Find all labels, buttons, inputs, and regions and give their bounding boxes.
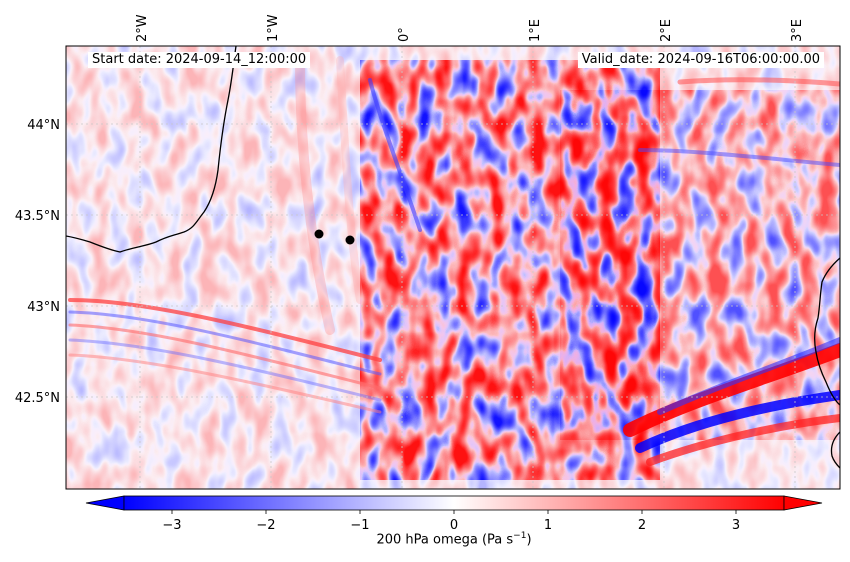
colorbar-tick-label: 1	[544, 518, 552, 533]
lat-axis-labels: 44°N 43.5°N 43°N 42.5°N	[15, 118, 60, 406]
colorbar-tick-label: −1	[350, 518, 369, 533]
valid-date-label: Valid_date: 2024-09-16T06:00:00.00	[577, 52, 824, 68]
lat-label: 43°N	[27, 300, 60, 315]
colorbar-ticks	[171, 510, 737, 514]
lon-label: 2°W	[135, 14, 150, 42]
map-panel	[66, 46, 840, 489]
colorbar: −3 −2 −1 0 1 2 3	[85, 495, 823, 533]
colorbar-tick-label: 2	[638, 518, 646, 533]
omega-convective-field-east	[560, 90, 840, 440]
lon-label: 2°E	[659, 19, 674, 42]
lon-label: 1°E	[528, 19, 543, 42]
lat-label: 44°N	[27, 118, 60, 133]
colorbar-label-text: 200 hPa omega (Pa s	[376, 532, 514, 548]
lon-label: 0°	[397, 27, 412, 42]
colorbar-tick-label: −2	[256, 518, 275, 533]
colorbar-tick-label: 3	[732, 518, 740, 533]
map-frame	[65, 45, 841, 490]
lon-axis-labels: 2°W 1°W 0° 1°E 2°E 3°E	[135, 14, 805, 42]
lon-label: 3°E	[790, 19, 805, 42]
colorbar-tick-label: 0	[450, 518, 458, 533]
start-date-label: Start date: 2024-09-14_12:00:00	[88, 52, 311, 68]
lat-label: 43.5°N	[15, 209, 60, 224]
colorbar-extend-high	[783, 495, 823, 511]
lat-label: 42.5°N	[15, 391, 60, 406]
omega-wave-bands	[68, 55, 840, 466]
coastline-east	[814, 257, 840, 469]
colorbar-label-close: )	[526, 532, 532, 548]
site-marker	[314, 229, 324, 239]
colorbar-extend-low	[85, 495, 125, 511]
colorbar-body	[123, 495, 785, 511]
coastline-west	[66, 46, 237, 253]
colorbar-label: 200 hPa omega (Pa s−1)	[0, 531, 850, 547]
site-marker	[345, 235, 355, 245]
colorbar-tick-label: −3	[162, 518, 181, 533]
colorbar-label-exponent: −1	[513, 531, 527, 541]
graticule	[66, 46, 840, 489]
lon-label: 1°W	[266, 14, 281, 42]
